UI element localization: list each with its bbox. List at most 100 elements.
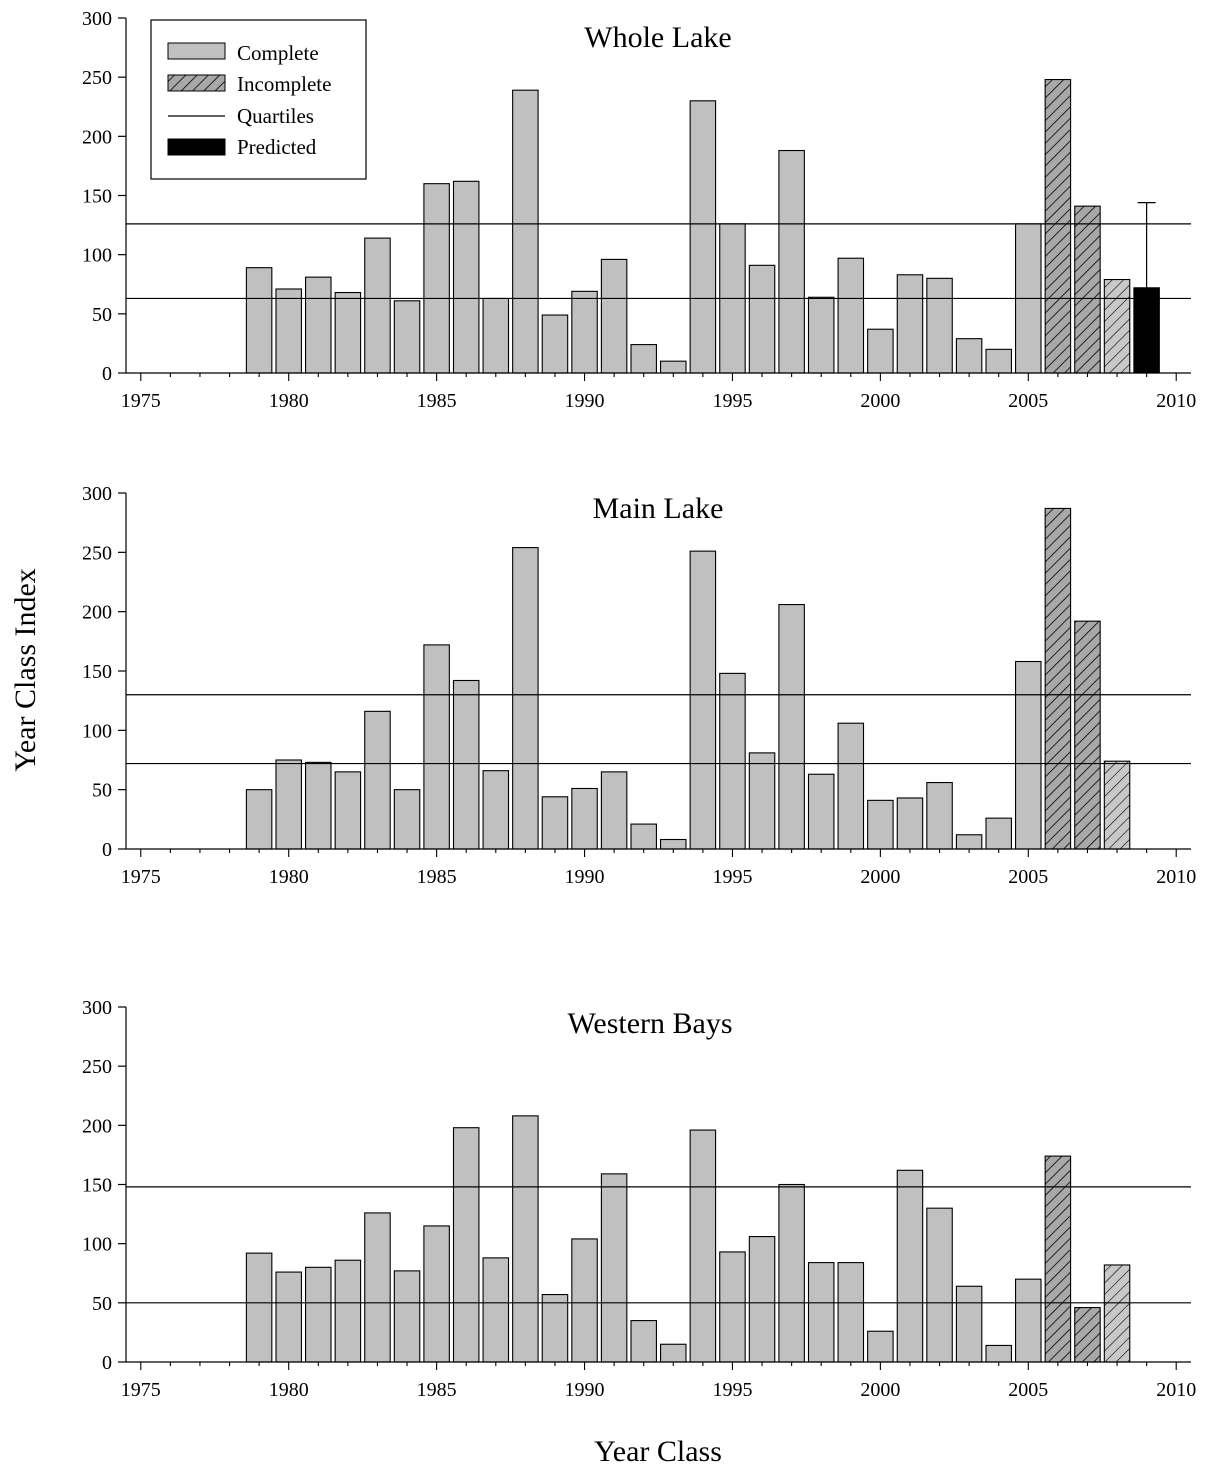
x-tick-label-western-bays-2010: 2010	[1156, 1379, 1196, 1401]
x-tick-label-whole-lake-1990: 1990	[565, 390, 605, 412]
bar-main-lake-2003	[955, 834, 983, 850]
y-tick-label-main-lake-200: 200	[82, 602, 112, 624]
y-tick-label-main-lake-0: 0	[102, 839, 112, 861]
panel-main-lake: Main Lake	[593, 492, 724, 525]
y-tick-label-western-bays-0: 0	[102, 1352, 112, 1374]
bar-whole-lake-1988	[512, 89, 539, 374]
bar-whole-lake-1994	[689, 100, 717, 374]
x-tick-label-western-bays-2005: 2005	[1008, 1379, 1048, 1401]
y-tick-label-whole-lake-0: 0	[102, 363, 112, 385]
bar-whole-lake-2001	[896, 274, 924, 374]
bar-whole-lake-1998	[807, 296, 835, 374]
bar-whole-lake-1997	[778, 149, 805, 374]
bar-main-lake-2007	[1074, 620, 1101, 850]
bar-main-lake-1998	[807, 773, 835, 850]
bar-whole-lake-2008	[1103, 278, 1131, 374]
bar-main-lake-1985	[423, 644, 450, 850]
panel-title-whole-lake: Whole Lake	[584, 21, 731, 54]
bar-whole-lake-1981	[305, 276, 332, 374]
x-tick-label-western-bays-2000: 2000	[860, 1379, 900, 1401]
bar-main-lake-1992	[630, 823, 657, 850]
bar-western-bays-2008	[1103, 1264, 1131, 1363]
bar-western-bays-2006	[1044, 1155, 1072, 1363]
bar-western-bays-2007	[1074, 1307, 1101, 1363]
plot-main-lake: 0 50 100 150 200 250 300 1975 1980 1985 1990 1995 20…	[82, 483, 1196, 888]
y-tick-label-main-lake-100: 100	[82, 720, 112, 742]
legend-label-quartiles: Quartiles	[237, 104, 314, 128]
bar-western-bays-1979	[245, 1252, 273, 1363]
x-tick-label-main-lake-1980: 1980	[269, 866, 309, 888]
legend-swatch-complete	[167, 42, 226, 60]
bar-whole-lake-1979	[245, 267, 273, 374]
x-tick-label-western-bays-1975: 1975	[121, 1379, 161, 1401]
legend: Complete Incomplete Quartiles Predicted	[150, 19, 367, 180]
bar-main-lake-1984	[393, 789, 421, 850]
bar-whole-lake-2009	[1133, 287, 1160, 374]
y-tick-label-western-bays-150: 150	[82, 1175, 112, 1197]
bar-whole-lake-1990	[571, 290, 598, 374]
bar-main-lake-2006	[1044, 507, 1072, 850]
x-tick-label-main-lake-1990: 1990	[565, 866, 605, 888]
bar-western-bays-2001	[896, 1169, 924, 1363]
bar-whole-lake-2002	[926, 277, 953, 374]
bar-whole-lake-1999	[837, 257, 865, 374]
bar-main-lake-1981	[305, 761, 332, 850]
x-tick-label-whole-lake-2000: 2000	[860, 390, 900, 412]
y-tick-label-whole-lake-200: 200	[82, 126, 112, 148]
x-tick-label-main-lake-2010: 2010	[1156, 866, 1196, 888]
bar-main-lake-1991	[600, 771, 628, 850]
x-tick-label-main-lake-1985: 1985	[417, 866, 457, 888]
x-tick-label-whole-lake-1995: 1995	[712, 390, 752, 412]
y-axis-title: Year Class Index	[9, 568, 42, 772]
bar-western-bays-2003	[955, 1285, 983, 1363]
bar-western-bays-1992	[630, 1320, 657, 1363]
x-tick-label-main-lake-2005: 2005	[1008, 866, 1048, 888]
x-tick-label-whole-lake-1985: 1985	[417, 390, 457, 412]
bar-whole-lake-1984	[393, 300, 421, 374]
bar-western-bays-1990	[571, 1238, 598, 1363]
y-tick-label-western-bays-50: 50	[92, 1293, 112, 1315]
bar-western-bays-1982	[334, 1259, 362, 1363]
bar-main-lake-1983	[364, 710, 391, 850]
bar-western-bays-1983	[364, 1212, 391, 1363]
bar-whole-lake-2006	[1044, 78, 1072, 374]
bar-western-bays-2000	[867, 1330, 894, 1363]
y-tick-label-western-bays-300: 300	[82, 997, 112, 1019]
y-tick-label-western-bays-100: 100	[82, 1234, 112, 1256]
legend-swatch-incomplete	[167, 74, 226, 92]
bar-whole-lake-1996	[748, 264, 776, 374]
bar-whole-lake-2007	[1074, 205, 1101, 374]
bar-western-bays-1981	[305, 1266, 332, 1363]
bar-whole-lake-2004	[985, 348, 1012, 374]
bar-main-lake-1980	[275, 759, 302, 850]
bar-main-lake-2008	[1103, 760, 1131, 850]
bar-western-bays-1980	[275, 1271, 302, 1363]
x-tick-label-western-bays-1995: 1995	[712, 1379, 752, 1401]
bar-main-lake-2001	[896, 797, 924, 850]
bar-western-bays-1996	[748, 1236, 776, 1363]
bar-western-bays-2005	[1015, 1278, 1042, 1363]
bar-whole-lake-1986	[452, 180, 480, 374]
bar-western-bays-1997	[778, 1183, 805, 1363]
bar-whole-lake-1989	[541, 314, 569, 374]
panel-whole-lake: Whole Lake	[584, 21, 731, 54]
bar-main-lake-1988	[512, 547, 539, 850]
bar-whole-lake-1985	[423, 183, 450, 374]
bar-western-bays-1986	[452, 1127, 480, 1363]
bar-main-lake-1979	[245, 789, 273, 850]
bar-western-bays-1988	[512, 1115, 539, 1363]
legend-label-predicted: Predicted	[237, 135, 317, 159]
y-tick-label-western-bays-250: 250	[82, 1056, 112, 1078]
bar-western-bays-1998	[807, 1262, 835, 1363]
x-tick-label-whole-lake-2005: 2005	[1008, 390, 1048, 412]
y-tick-label-whole-lake-150: 150	[82, 186, 112, 208]
bar-whole-lake-1980	[275, 288, 302, 374]
y-tick-label-whole-lake-250: 250	[82, 67, 112, 89]
bar-main-lake-2004	[985, 817, 1012, 850]
bar-main-lake-1993	[660, 838, 687, 850]
x-tick-label-western-bays-1985: 1985	[417, 1379, 457, 1401]
bar-main-lake-1997	[778, 603, 805, 850]
bar-main-lake-1986	[452, 679, 480, 850]
legend-label-incomplete: Incomplete	[237, 72, 331, 96]
bar-main-lake-1987	[482, 770, 510, 850]
